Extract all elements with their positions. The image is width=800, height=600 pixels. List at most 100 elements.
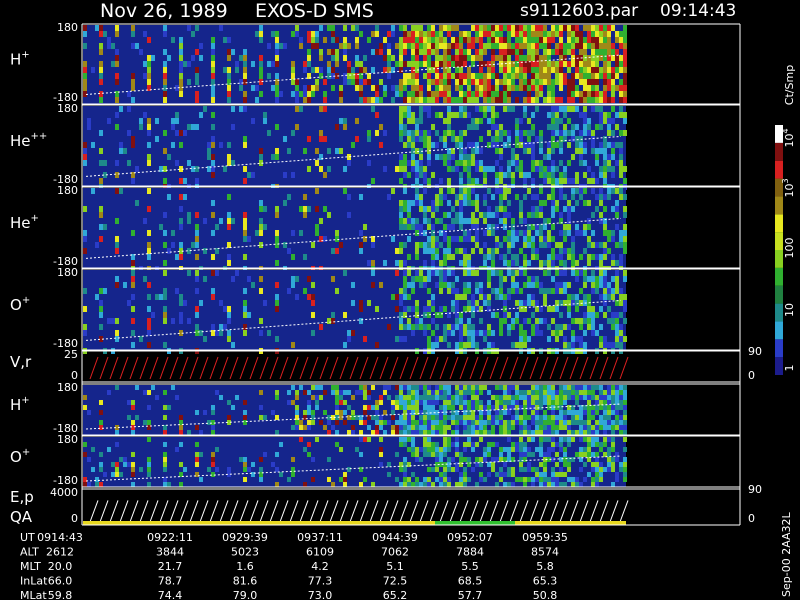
cell [539,166,543,172]
cell [475,330,479,336]
cell [399,224,403,230]
cell [603,430,607,435]
cell [539,415,543,420]
cell [411,55,415,61]
cell [383,67,387,73]
cell [455,212,459,218]
cell [591,25,595,31]
row-label: MLT [20,560,41,573]
cell [223,166,227,172]
cell [571,415,575,420]
cell [439,218,443,224]
cell [503,97,507,103]
cell [463,73,467,79]
cell [563,178,567,184]
cell [499,200,503,206]
cell [535,61,539,67]
cell [147,330,151,336]
cell [499,254,503,260]
cell [127,415,131,420]
cell [323,206,327,212]
cell [319,67,323,73]
cell [431,410,435,415]
cell [403,457,407,462]
cell [615,206,619,212]
cell [127,130,131,136]
cell [419,160,423,166]
cell [339,43,343,49]
cell [487,300,491,306]
cell [595,31,599,37]
cell [547,230,551,236]
cell [603,85,607,91]
cell [259,405,263,410]
cell [319,420,323,425]
cell [259,37,263,43]
cell [495,79,499,85]
cell [179,218,183,224]
energy-trace [99,500,109,523]
cell [531,395,535,400]
cell [307,425,311,430]
cell [211,430,215,435]
cell [567,79,571,85]
cell [595,67,599,73]
cell [599,242,603,248]
cell [435,457,439,462]
cell [431,447,435,452]
cell [331,425,335,430]
cell [395,91,399,97]
cell [615,312,619,318]
cell [619,390,623,395]
cell [471,154,475,160]
cell [131,420,135,425]
cell [127,462,131,467]
cell [131,425,135,430]
cell [571,318,575,324]
cell [563,415,567,420]
cell [351,415,355,420]
cell [579,79,583,85]
cell [503,67,507,73]
cell [519,67,523,73]
cell [567,385,571,390]
cell [563,130,567,136]
cell [551,224,555,230]
cell [391,67,395,73]
cell [463,194,467,200]
cell [531,154,535,160]
cell [135,166,139,172]
cell [567,85,571,91]
cell [503,482,507,487]
cell [487,294,491,300]
cell [499,400,503,405]
cell [571,37,575,43]
cell [195,270,199,276]
cell [375,420,379,425]
cell [487,390,491,395]
cell [491,112,495,118]
cell [563,282,567,288]
velocity-trace [349,356,359,380]
cell [131,342,135,348]
cell [447,43,451,49]
cell [619,342,623,348]
cell [515,160,519,166]
cell [379,420,383,425]
cell [539,288,543,294]
cell [563,79,567,85]
cell [575,395,579,400]
cell [459,224,463,230]
cell [447,400,451,405]
cell [311,242,315,248]
velocity-trace [249,356,259,380]
cell [543,61,547,67]
cell [551,437,555,442]
row-value: 81.6 [233,575,258,588]
cell [211,452,215,457]
cell [539,260,543,266]
cell [567,430,571,435]
cell [431,415,435,420]
cell [571,136,575,142]
cell [275,336,279,342]
